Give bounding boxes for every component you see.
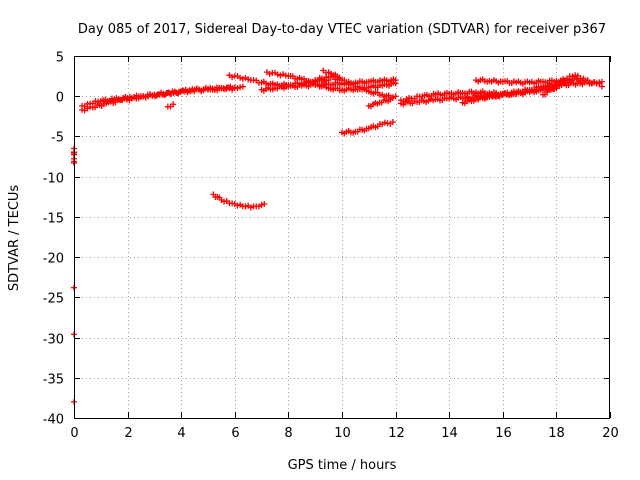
data-point [245,76,252,83]
tick-marks [74,56,611,419]
x-tick-label: 8 [284,426,292,441]
data-series [397,78,605,108]
data-series [540,72,587,98]
data-series [210,191,268,211]
y-tick-label: -30 [43,333,64,348]
grid [74,56,610,418]
x-tick-label: 14 [441,426,458,441]
data-point [221,85,228,92]
x-tick-label: 2 [124,426,132,441]
data-point [596,80,603,87]
x-tick-label: 4 [177,426,185,441]
data-point [234,202,241,209]
data-point [239,75,246,82]
data-series [339,118,396,137]
x-tick-labels: 0 2 4 6 8 10 12 14 16 18 20 [70,426,618,441]
data-series [164,101,177,110]
x-tick-label: 10 [334,426,351,441]
data-point [237,74,244,81]
data-series [320,67,343,81]
data-point [170,101,177,108]
data-point [226,85,233,92]
data-point [223,84,230,91]
x-tick-label: 12 [388,426,405,441]
data-series [79,84,238,114]
data-point [239,83,246,90]
y-tick-label: -40 [43,413,64,428]
data-point [381,119,388,126]
data-point [389,118,396,125]
x-tick-label: 6 [231,426,239,441]
y-tick-label: -15 [43,212,64,227]
y-tick-label: -20 [43,252,64,267]
data-point [247,204,254,211]
x-tick-label: 0 [70,426,78,441]
data-markers [71,67,605,405]
y-tick-label: -25 [43,292,64,307]
data-point [598,83,605,90]
data-series [365,93,399,110]
x-tick-label: 18 [548,426,565,441]
data-point [389,94,396,101]
data-point [280,71,287,78]
x-axis-label: GPS time / hours [288,458,397,473]
data-point [580,75,587,82]
data-point [336,74,343,81]
data-point [574,72,581,79]
data-point [550,85,557,92]
data-point [258,201,265,208]
chart-title: Day 085 of 2017, Sidereal Day-to-day VTE… [78,22,606,37]
data-point [406,94,412,101]
y-tick-label: -5 [51,131,64,146]
y-tick-label: -35 [43,373,64,388]
x-tick-label: 16 [495,426,512,441]
data-point [274,71,281,78]
data-point [392,93,399,100]
data-point [266,70,273,77]
data-point [392,80,399,87]
data-point [569,73,576,80]
data-series [298,73,396,101]
y-tick-labels: 5 0 -5 -10 -15 -20 -25 -30 -35 -40 [43,51,64,428]
y-tick-label: -10 [43,172,64,187]
data-point [277,72,284,79]
data-point [231,85,238,92]
x-tick-label: 20 [602,426,619,441]
y-axis-label: SDTVAR / TECUs [7,185,22,292]
data-point [229,74,236,81]
y-tick-label: 0 [56,91,64,106]
data-series [473,75,605,90]
y-tick-label: 5 [56,51,64,66]
data-point [242,203,249,210]
data-point [261,201,268,208]
